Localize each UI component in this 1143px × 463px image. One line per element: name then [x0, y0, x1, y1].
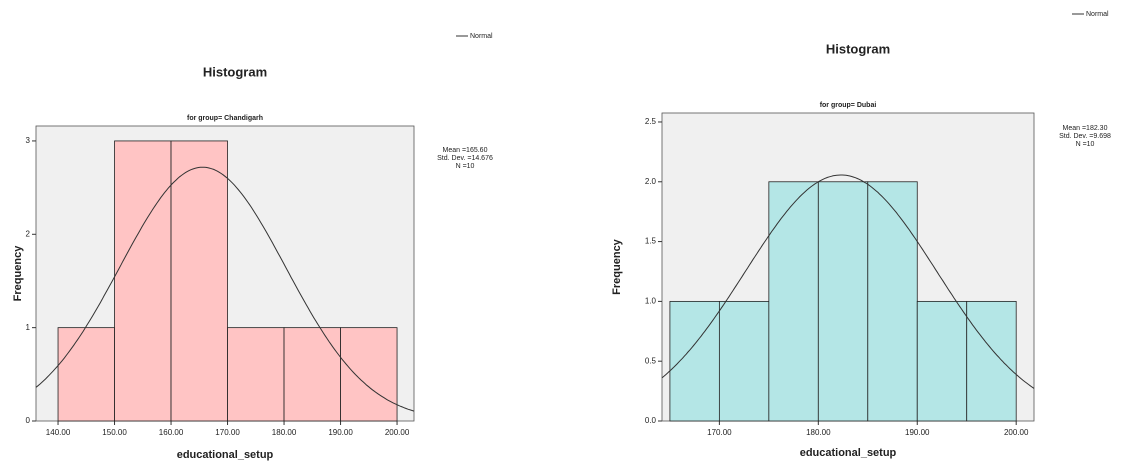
- y-tick-label: 2.5: [645, 117, 657, 126]
- normal-curve: [35, 166, 415, 412]
- chart-subtitle: for group= Dubai: [820, 102, 877, 109]
- bar: [340, 327, 398, 422]
- x-tick-label: 190.00: [328, 428, 353, 437]
- legend-label: Normal: [470, 33, 493, 40]
- y-tick-label: 1.5: [645, 237, 657, 246]
- stat-label: Mean =165.60: [443, 147, 488, 154]
- stat-label: N =10: [1076, 141, 1095, 148]
- x-tick-label: 140.00: [46, 428, 71, 437]
- x-tick-label: 180.00: [272, 428, 297, 437]
- y-tick-label: 0.0: [645, 416, 657, 425]
- y-axis-label: Frequency: [12, 245, 24, 302]
- x-axis-label: educational_setup: [177, 449, 274, 461]
- y-axis-label: Frequency: [611, 238, 623, 295]
- stat-label: Std. Dev. =14.676: [437, 155, 493, 162]
- x-tick-label: 200.00: [1004, 428, 1029, 437]
- bar: [817, 181, 869, 422]
- legend-label: Normal: [1086, 11, 1109, 18]
- x-tick-label: 190.00: [905, 428, 930, 437]
- bar: [867, 181, 918, 422]
- x-tick-label: 180.00: [806, 428, 831, 437]
- stat-label: Std. Dev. =9.698: [1059, 133, 1111, 140]
- chart-subtitle: for group= Chandigarh: [187, 115, 263, 122]
- normal-curve: [661, 174, 1035, 389]
- bar: [966, 300, 1017, 422]
- x-tick-label: 150.00: [102, 428, 127, 437]
- bar: [114, 140, 172, 422]
- bar: [768, 181, 819, 422]
- chart-title: Histogram: [203, 64, 267, 79]
- y-tick-label: 2.0: [645, 177, 657, 186]
- y-tick-label: 1.0: [645, 296, 657, 305]
- x-tick-label: 200.00: [385, 428, 410, 437]
- bar: [916, 300, 968, 422]
- bar: [669, 300, 720, 422]
- y-tick-label: 3: [26, 136, 31, 145]
- y-tick-label: 0: [26, 416, 31, 425]
- x-tick-label: 160.00: [159, 428, 184, 437]
- stat-label: N =10: [456, 163, 475, 170]
- bar: [718, 300, 770, 422]
- bar: [57, 327, 115, 422]
- bar: [283, 327, 341, 422]
- bar: [170, 140, 228, 422]
- x-tick-label: 170.00: [707, 428, 732, 437]
- y-tick-label: 2: [26, 229, 31, 238]
- y-tick-label: 0.5: [645, 356, 657, 365]
- y-tick-label: 1: [26, 323, 31, 332]
- chart-title: Histogram: [826, 41, 890, 56]
- x-tick-label: 170.00: [215, 428, 240, 437]
- x-axis-label: educational_setup: [800, 447, 897, 459]
- bar: [227, 327, 285, 422]
- stat-label: Mean =182.30: [1063, 125, 1108, 132]
